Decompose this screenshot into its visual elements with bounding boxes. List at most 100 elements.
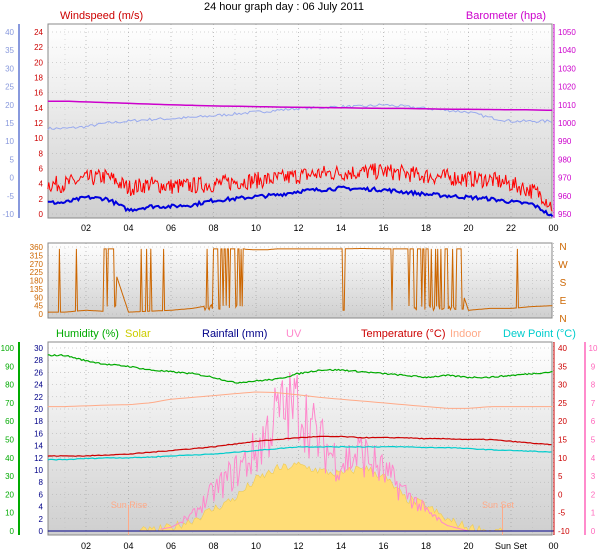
humidity-tick: 10 [5,509,14,518]
barometer-tick: 1010 [558,101,576,110]
wind-direction-line [47,248,553,313]
rainfall-tick: 22 [34,393,43,402]
windspeed-tick: 10 [34,134,43,143]
barometer-tick: 1000 [558,119,576,128]
outer-tick: 10 [5,137,14,146]
indoor-label: Indoor [450,328,482,340]
outer-tick: 40 [5,28,14,37]
outer-tick: 25 [5,83,14,92]
x-tick-label: 18 [421,541,431,551]
windspeed-label: Windspeed (m/s) [60,10,143,22]
dewpoint-line [47,445,552,461]
winddir-tick: 360 [30,243,44,252]
x-tick-label: 22 [506,223,516,233]
temperature-tick: 20 [558,417,567,426]
windspeed-tick: 12 [34,119,43,128]
windspeed-tick: 6 [39,165,44,174]
sunrise-annotation: Sun Rise [111,500,148,510]
humidity-tick: 40 [5,454,14,463]
windspeed-tick: 20 [34,58,43,67]
humidity-tick: 0 [10,527,15,536]
temperature-line [47,435,552,457]
outer-tick: 35 [5,46,14,55]
rainfall-tick: 8 [39,478,44,487]
uv-tick: 10 [589,344,598,353]
rainfall-tick: 2 [39,515,44,524]
graph-title: 24 hour graph day : 06 July 2011 [204,1,364,13]
barometer-tick: 990 [558,137,572,146]
uv-tick: 4 [591,454,596,463]
humidity-tick: 30 [5,472,14,481]
x-tick-label: 00 [548,541,558,551]
rainfall-tick: 20 [34,405,43,414]
x-tick-label: 02 [81,541,91,551]
x-tick-label: 06 [166,223,176,233]
rainfall-label: Rainfall (mm) [202,328,267,340]
humidity-tick: 20 [5,490,14,499]
barometer-tick: 1030 [558,64,576,73]
solar-area [138,461,504,532]
uv-tick: 9 [591,362,596,371]
outer-tick: 0 [10,174,15,183]
barometer-tick: 960 [558,192,572,201]
winddir-tick: 225 [30,268,44,277]
x-tick-label: Sun Set [495,541,528,551]
humidity-line [47,353,553,384]
temperature-tick: -10 [558,527,570,536]
windspeed-tick: 22 [34,43,43,52]
temperature-tick: 0 [558,490,563,499]
indoor-line [47,391,553,409]
uv-tick: 7 [591,399,596,408]
uv-tick: 2 [591,490,596,499]
rainfall-tick: 6 [39,490,44,499]
barometer-tick: 950 [558,210,572,219]
uv-tick: 8 [591,381,596,390]
windspeed-tick: 0 [39,210,44,219]
x-tick-label: 12 [293,223,303,233]
temperature-tick: 15 [558,436,567,445]
rainfall-tick: 16 [34,429,43,438]
solar-label: Solar [125,328,151,340]
sunset-annotation: Sun Set [482,500,515,510]
compass-label: W [558,260,568,271]
windspeed-tick: 8 [39,149,44,158]
x-tick-label: 04 [123,223,133,233]
windspeed-tick: 18 [34,74,43,83]
outer-tick: 30 [5,64,14,73]
x-tick-label: 12 [293,541,303,551]
winddir-tick: 45 [34,302,43,311]
winddir-tick: 90 [34,293,43,302]
temperature-label: Temperature (°C) [361,328,445,340]
outer-tick: 5 [10,155,15,164]
x-tick-label: 14 [336,223,346,233]
windspeed-tick: 16 [34,89,43,98]
rainfall-tick: 10 [34,466,43,475]
compass-label: N [559,242,566,253]
x-tick-label: 06 [166,541,176,551]
windspeed-tick: 24 [34,28,43,37]
windspeed-average-line [47,185,554,218]
uv-tick: 0 [591,527,596,536]
temperature-tick: 5 [558,472,563,481]
x-tick-label: 20 [463,223,473,233]
winddir-tick: 0 [39,310,44,319]
x-tick-label: 18 [421,223,431,233]
barometer-tick: 1050 [558,28,576,37]
humidity-label: Humidity (%) [56,328,119,340]
uv-label: UV [286,328,302,340]
outer-tick: -10 [2,210,14,219]
compass-label: E [560,296,567,307]
compass-label: S [560,278,567,289]
x-tick-label: 04 [123,541,133,551]
winddir-tick: 180 [30,277,44,286]
barometer-tick: 970 [558,174,572,183]
winddir-tick: 135 [30,285,44,294]
outer-tick: -5 [7,192,15,201]
humidity-tick: 80 [5,381,14,390]
uv-tick: 3 [591,472,596,481]
uv-tick: 5 [591,436,596,445]
rainfall-tick: 18 [34,417,43,426]
rainfall-tick: 30 [34,344,43,353]
humidity-tick: 100 [1,344,15,353]
